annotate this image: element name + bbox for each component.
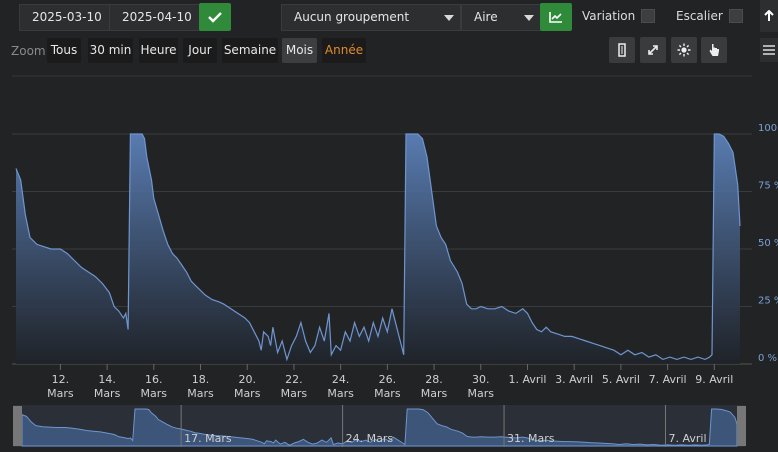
compress-button[interactable] xyxy=(640,37,666,63)
navigator-labels: 17. Mars 24. Mars 31. Mars 7. Avril xyxy=(180,405,707,447)
start-date-input[interactable]: 2025-03-10 xyxy=(19,4,110,31)
x-tick-label: Mars xyxy=(234,387,261,400)
compress-icon xyxy=(648,45,658,55)
x-tick-label: 3. Avril xyxy=(555,373,593,386)
zoom-semaine-button[interactable]: Semaine xyxy=(222,38,278,63)
menu-button[interactable] xyxy=(760,38,778,62)
grouping-value: Aucun groupement xyxy=(294,10,410,24)
zoom-tous-button[interactable]: Tous xyxy=(47,38,81,63)
x-tick-label: 5. Avril xyxy=(602,373,640,386)
x-tick-label: Mars xyxy=(374,387,401,400)
chevron-down-icon xyxy=(444,15,454,21)
menu-icon xyxy=(763,45,775,55)
x-tick-label: 1. Avril xyxy=(508,373,546,386)
x-tick-label: 12. xyxy=(52,373,70,386)
x-tick-label: Mars xyxy=(141,387,168,400)
sidebar-toggle-button[interactable] xyxy=(609,37,635,63)
navigator-right-handle[interactable] xyxy=(737,406,746,446)
y-tick-label: 75 % xyxy=(758,181,778,192)
x-tick-label: Mars xyxy=(421,387,448,400)
x-axis-labels: 12.Mars14.Mars16.Mars18.Mars20.Mars22.Ma… xyxy=(47,364,733,400)
y-tick-label: 50 % xyxy=(758,238,778,249)
x-tick-label: 18. xyxy=(192,373,210,386)
y-tick-label: 25 % xyxy=(758,296,778,307)
y-tick-label: 100 % xyxy=(758,123,778,134)
x-tick-label: Mars xyxy=(281,387,308,400)
pointer-mode-button[interactable] xyxy=(701,37,727,63)
theme-button[interactable] xyxy=(671,37,697,63)
x-tick-label: 30. xyxy=(472,373,490,386)
x-tick-label: Mars xyxy=(94,387,121,400)
area-series-line xyxy=(15,133,741,362)
navigator-label: 7. Avril xyxy=(669,432,707,445)
x-tick-label: 20. xyxy=(238,373,256,386)
zoom-30min-button[interactable]: 30 min xyxy=(88,38,133,63)
y-tick-label: 0 % xyxy=(758,353,777,364)
x-tick-label: 7. Avril xyxy=(649,373,687,386)
apply-date-button[interactable] xyxy=(199,3,231,31)
navigator-label: 24. Mars xyxy=(346,432,394,445)
area-series xyxy=(16,134,740,364)
navigator-label: 31. Mars xyxy=(507,432,555,445)
chart-type-value: Aire xyxy=(474,10,498,24)
sun-icon xyxy=(677,43,691,57)
x-tick-label: 22. xyxy=(285,373,303,386)
hand-pointer-icon xyxy=(709,44,719,56)
navigator-series xyxy=(21,408,738,447)
zoom-label: Zoom xyxy=(11,44,46,58)
x-tick-label: 28. xyxy=(425,373,443,386)
x-tick-label: Mars xyxy=(187,387,214,400)
navigator-label: 17. Mars xyxy=(184,432,232,445)
x-tick-label: Mars xyxy=(327,387,354,400)
chart-type-button[interactable] xyxy=(540,3,572,31)
arrow-up-icon xyxy=(764,10,774,21)
area-chart-icon xyxy=(549,12,562,23)
check-icon xyxy=(208,12,222,23)
x-tick-label: 24. xyxy=(332,373,350,386)
x-tick-label: 26. xyxy=(379,373,397,386)
x-tick-label: 9. Avril xyxy=(695,373,733,386)
zoom-jour-button[interactable]: Jour xyxy=(183,38,217,63)
zoom-mois-button[interactable]: Mois xyxy=(282,38,317,63)
scroll-up-button[interactable] xyxy=(760,0,778,32)
zoom-annee-button[interactable]: Année xyxy=(322,38,366,63)
navigator-left-handle[interactable] xyxy=(13,406,22,446)
x-tick-label: Mars xyxy=(468,387,495,400)
x-tick-label: 16. xyxy=(145,373,163,386)
escalier-label: Escalier xyxy=(676,9,723,23)
y-axis-labels: 0 % 25 % 50 % 75 % 100 % xyxy=(758,123,778,364)
escalier-checkbox[interactable] xyxy=(729,9,743,23)
x-tick-label: Mars xyxy=(47,387,74,400)
variation-label: Variation xyxy=(582,9,636,23)
sidebar-icon xyxy=(618,43,626,57)
chevron-down-icon xyxy=(524,15,534,21)
chart-type-select[interactable]: Aire xyxy=(461,4,541,31)
main-chart[interactable]: 0 %25 %50 %75 %100 % 12.Mars14.Mars16.Ma… xyxy=(0,70,778,405)
zoom-heure-button[interactable]: Heure xyxy=(139,38,178,63)
variation-checkbox[interactable] xyxy=(641,9,655,23)
grouping-select[interactable]: Aucun groupement xyxy=(281,4,461,31)
x-tick-label: 14. xyxy=(98,373,116,386)
end-date-input[interactable]: 2025-04-10 xyxy=(109,4,200,31)
navigator[interactable]: 17. Mars 24. Mars 31. Mars 7. Avril xyxy=(0,405,778,452)
